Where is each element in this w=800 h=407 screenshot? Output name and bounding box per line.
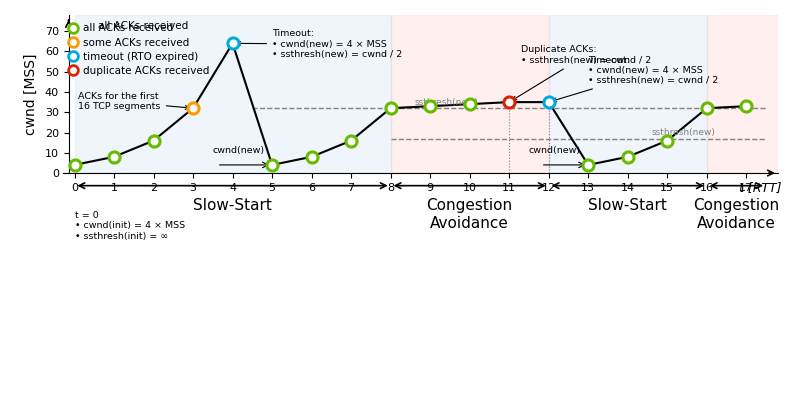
- Text: cwnd(new): cwnd(new): [529, 146, 581, 155]
- Text: Duplicate ACKs:
• ssthresh(new) = cwnd / 2: Duplicate ACKs: • ssthresh(new) = cwnd /…: [513, 46, 651, 100]
- Y-axis label: cwnd [MSS]: cwnd [MSS]: [24, 53, 38, 135]
- Bar: [549, 15, 706, 173]
- Text: ssthresh(new): ssthresh(new): [651, 128, 715, 137]
- Text: Timeout:
• cwnd(new) = 4 × MSS
• ssthresh(new) = cwnd / 2: Timeout: • cwnd(new) = 4 × MSS • ssthres…: [553, 55, 718, 102]
- Text: t [RTT]: t [RTT]: [739, 181, 782, 194]
- Text: Congestion
Avoidance: Congestion Avoidance: [426, 198, 513, 231]
- Text: ACKs for the first
16 TCP segments: ACKs for the first 16 TCP segments: [78, 92, 189, 112]
- Text: all ACKs received: all ACKs received: [98, 21, 189, 31]
- Text: Slow-Start: Slow-Start: [588, 198, 667, 213]
- Text: cwnd(new): cwnd(new): [213, 146, 265, 155]
- Legend: all ACKs received, some ACKs received, timeout (RTO expired), duplicate ACKs rec: all ACKs received, some ACKs received, t…: [68, 23, 210, 76]
- Bar: [74, 15, 390, 173]
- Text: t = 0
• cwnd(init) = 4 × MSS
• ssthresh(init) = ∞: t = 0 • cwnd(init) = 4 × MSS • ssthresh(…: [74, 211, 185, 241]
- Text: Timeout:
• cwnd(new) = 4 × MSS
• ssthresh(new) = cwnd / 2: Timeout: • cwnd(new) = 4 × MSS • ssthres…: [237, 29, 402, 59]
- Text: Congestion
Avoidance: Congestion Avoidance: [694, 198, 779, 231]
- Text: Slow-Start: Slow-Start: [193, 198, 272, 213]
- Bar: [706, 15, 786, 173]
- Bar: [390, 15, 549, 173]
- Text: ssthresh(new): ssthresh(new): [414, 98, 478, 107]
